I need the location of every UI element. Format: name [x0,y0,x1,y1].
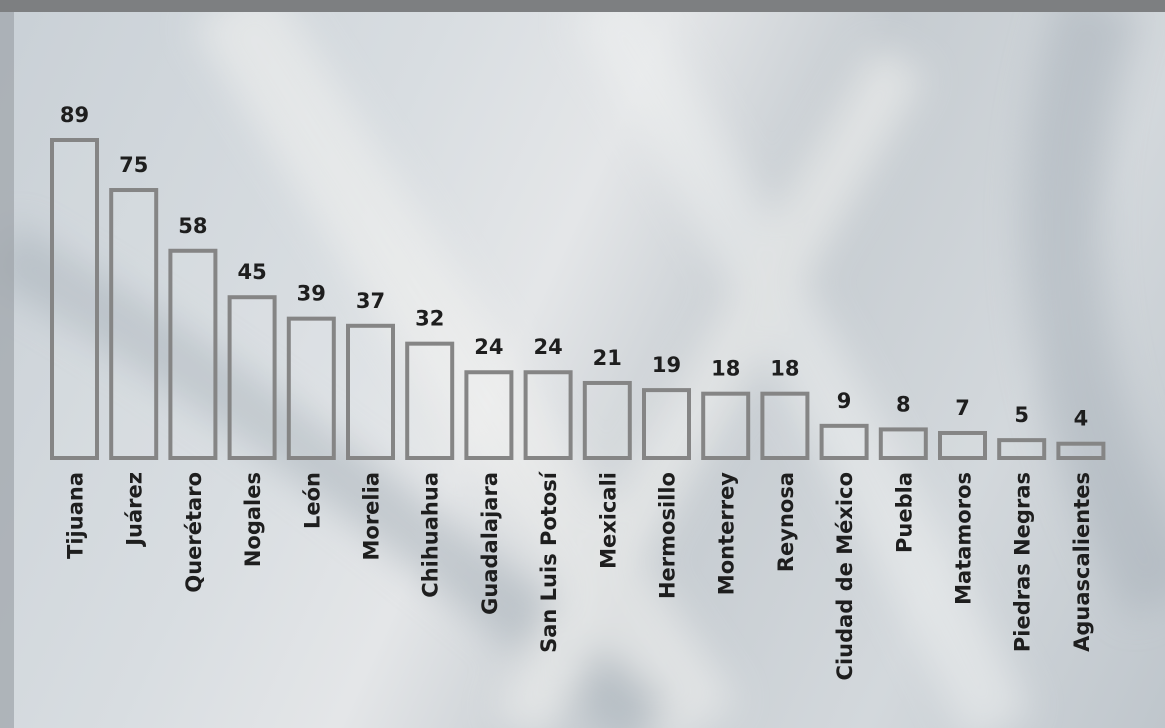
value-label: 18 [711,357,740,381]
top-bar [0,0,1165,12]
left-border [0,12,14,728]
value-label: 9 [837,389,852,413]
bar [878,427,928,461]
category-label: León [300,472,324,529]
category-label: Chihuahua [419,472,443,598]
value-label: 39 [297,282,326,306]
category-label: San Luis Potosí [537,470,561,653]
category-label: Juárez [123,472,147,548]
value-label: 8 [896,392,911,416]
category-label: Piedras Negras [1011,472,1035,652]
category-label: Reynosa [774,472,798,572]
value-label: 5 [1014,403,1029,427]
value-label: 4 [1074,407,1089,431]
bar [286,316,336,460]
category-label: Aguascalientes [1070,472,1094,652]
category-label: Mexicali [596,472,620,569]
category-label: Matamoros [952,472,976,605]
category-label: Morelia [360,472,384,561]
value-label: 18 [770,357,799,381]
bar [938,430,987,461]
bar [346,323,395,460]
category-label: Hermosillo [656,472,680,599]
bar [582,380,632,460]
value-label: 37 [356,289,385,313]
category-label: Monterrey [715,472,739,596]
category-label: Nogales [241,472,265,567]
bar [760,391,810,460]
value-label: 19 [652,353,681,377]
bar [464,370,514,460]
value-label: 24 [474,335,503,359]
bar [109,188,159,461]
bar [642,388,691,461]
category-label: Querétaro [182,472,206,593]
category-label: Tijuana [64,472,88,559]
bar [701,391,751,460]
bar [523,370,573,460]
value-label: 75 [119,153,148,177]
category-label: Guadalajara [478,472,502,615]
bar [1056,441,1106,460]
bar [50,138,99,460]
bar [227,295,277,460]
bar [819,423,869,460]
bar [997,438,1047,460]
value-label: 21 [593,346,622,370]
value-label: 32 [415,307,444,331]
value-label: 45 [237,260,266,284]
bar [168,248,218,460]
value-label: 58 [178,214,207,238]
bar [405,341,455,461]
value-label: 24 [533,335,562,359]
value-label: 89 [60,103,89,127]
category-label: Ciudad de México [833,472,857,680]
value-label: 7 [955,396,970,420]
category-label: Puebla [892,472,916,553]
